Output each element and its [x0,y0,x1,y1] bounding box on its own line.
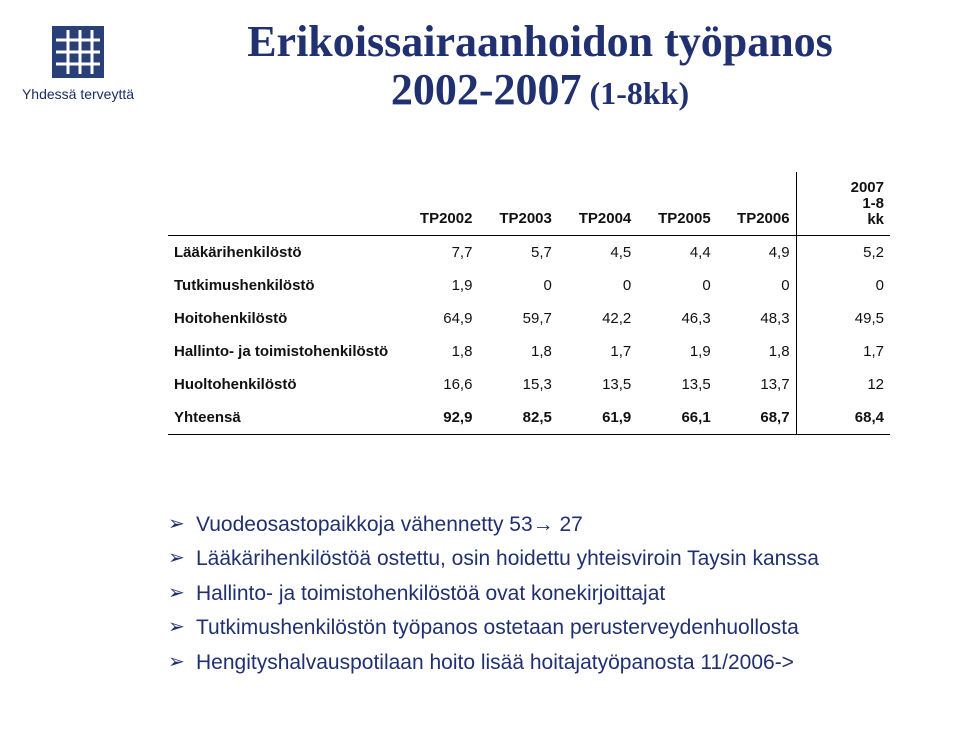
col-tp2006: TP2006 [717,172,796,236]
workforce-table: TP2002 TP2003 TP2004 TP2005 TP2006 2007 … [168,172,890,435]
cell: 1,9 [399,269,478,302]
brand-logo: Yhdessä terveyttä [18,24,138,102]
bullet-text: Tutkimushenkilöstön työpanos ostetaan pe… [196,613,799,643]
row-label: Huoltohenkilöstö [168,368,399,401]
cell: 5,2 [796,236,890,270]
title-line1: Erikoissairaanhoidon työpanos [247,17,833,66]
table-row: Tutkimushenkilöstö1,900000 [168,269,890,302]
cell: 1,8 [478,335,557,368]
cell: 13,5 [637,368,716,401]
cell: 5,7 [478,236,557,270]
bullet-item: ➢Lääkärihenkilöstöä ostettu, osin hoidet… [168,544,928,574]
cell: 7,7 [399,236,478,270]
row-label: Yhteensä [168,401,399,435]
col-2007: 2007 1-8 kk [796,172,890,236]
cell: 66,1 [637,401,716,435]
bullet-text: Hengityshalvauspotilaan hoito lisää hoit… [196,648,794,678]
logo-icon [50,24,106,80]
cell: 68,4 [796,401,890,435]
table-row: Hoitohenkilöstö64,959,742,246,348,349,5 [168,302,890,335]
cell: 12 [796,368,890,401]
bullet-marker-icon: ➢ [168,510,196,539]
row-label: Lääkärihenkilöstö [168,236,399,270]
col-tp2002: TP2002 [399,172,478,236]
col-blank [168,172,399,236]
cell: 46,3 [637,302,716,335]
col-tp2003: TP2003 [478,172,557,236]
row-label: Hoitohenkilöstö [168,302,399,335]
cell: 1,8 [717,335,796,368]
cell: 1,8 [399,335,478,368]
cell: 13,5 [558,368,637,401]
title-line2a: 2002-2007 [391,65,582,114]
logo-tagline: Yhdessä terveyttä [18,86,138,102]
cell: 59,7 [478,302,557,335]
table-row: Huoltohenkilöstö16,615,313,513,513,712 [168,368,890,401]
cell: 42,2 [558,302,637,335]
table-row: Lääkärihenkilöstö7,75,74,54,44,95,2 [168,236,890,270]
cell: 13,7 [717,368,796,401]
data-table: TP2002 TP2003 TP2004 TP2005 TP2006 2007 … [168,172,890,435]
cell: 4,9 [717,236,796,270]
cell: 1,7 [558,335,637,368]
col-tp2005: TP2005 [637,172,716,236]
cell: 0 [717,269,796,302]
bullet-marker-icon: ➢ [168,544,196,573]
bullet-marker-icon: ➢ [168,648,196,677]
row-label: Hallinto- ja toimistohenkilöstö [168,335,399,368]
cell: 0 [637,269,716,302]
bullet-text: Lääkärihenkilöstöä ostettu, osin hoidett… [196,544,819,574]
bullet-item: ➢Hengityshalvauspotilaan hoito lisää hoi… [168,648,928,678]
cell: 48,3 [717,302,796,335]
col-2007-top: 2007 [803,180,884,196]
table-row: Hallinto- ja toimistohenkilöstö1,81,81,7… [168,335,890,368]
title-line2b: (1-8kk) [582,75,690,111]
table-row: Yhteensä92,982,561,966,168,768,4 [168,401,890,435]
cell: 0 [478,269,557,302]
col-tp2004: TP2004 [558,172,637,236]
bullet-list: ➢Vuodeosastopaikkoja vähennetty 53→ 27➢L… [168,510,928,682]
slide-title: Erikoissairaanhoidon työpanos 2002-2007 … [160,18,920,115]
row-label: Tutkimushenkilöstö [168,269,399,302]
cell: 16,6 [399,368,478,401]
cell: 82,5 [478,401,557,435]
bullet-marker-icon: ➢ [168,579,196,608]
bullet-item: ➢Hallinto- ja toimistohenkilöstöä ovat k… [168,579,928,609]
cell: 0 [558,269,637,302]
cell: 64,9 [399,302,478,335]
bullet-text: Hallinto- ja toimistohenkilöstöä ovat ko… [196,579,665,609]
cell: 0 [796,269,890,302]
table-header-row: TP2002 TP2003 TP2004 TP2005 TP2006 2007 … [168,172,890,236]
cell: 61,9 [558,401,637,435]
cell: 15,3 [478,368,557,401]
cell: 1,7 [796,335,890,368]
bullet-marker-icon: ➢ [168,613,196,642]
bullet-text: Vuodeosastopaikkoja vähennetty 53→ 27 [196,510,583,540]
bullet-item: ➢Vuodeosastopaikkoja vähennetty 53→ 27 [168,510,928,540]
cell: 92,9 [399,401,478,435]
col-2007-bot: kk [803,212,884,228]
col-2007-mid: 1-8 [803,196,884,212]
slide: Yhdessä terveyttä Erikoissairaanhoidon t… [0,0,960,747]
bullet-item: ➢Tutkimushenkilöstön työpanos ostetaan p… [168,613,928,643]
cell: 4,5 [558,236,637,270]
cell: 4,4 [637,236,716,270]
cell: 49,5 [796,302,890,335]
cell: 68,7 [717,401,796,435]
cell: 1,9 [637,335,716,368]
